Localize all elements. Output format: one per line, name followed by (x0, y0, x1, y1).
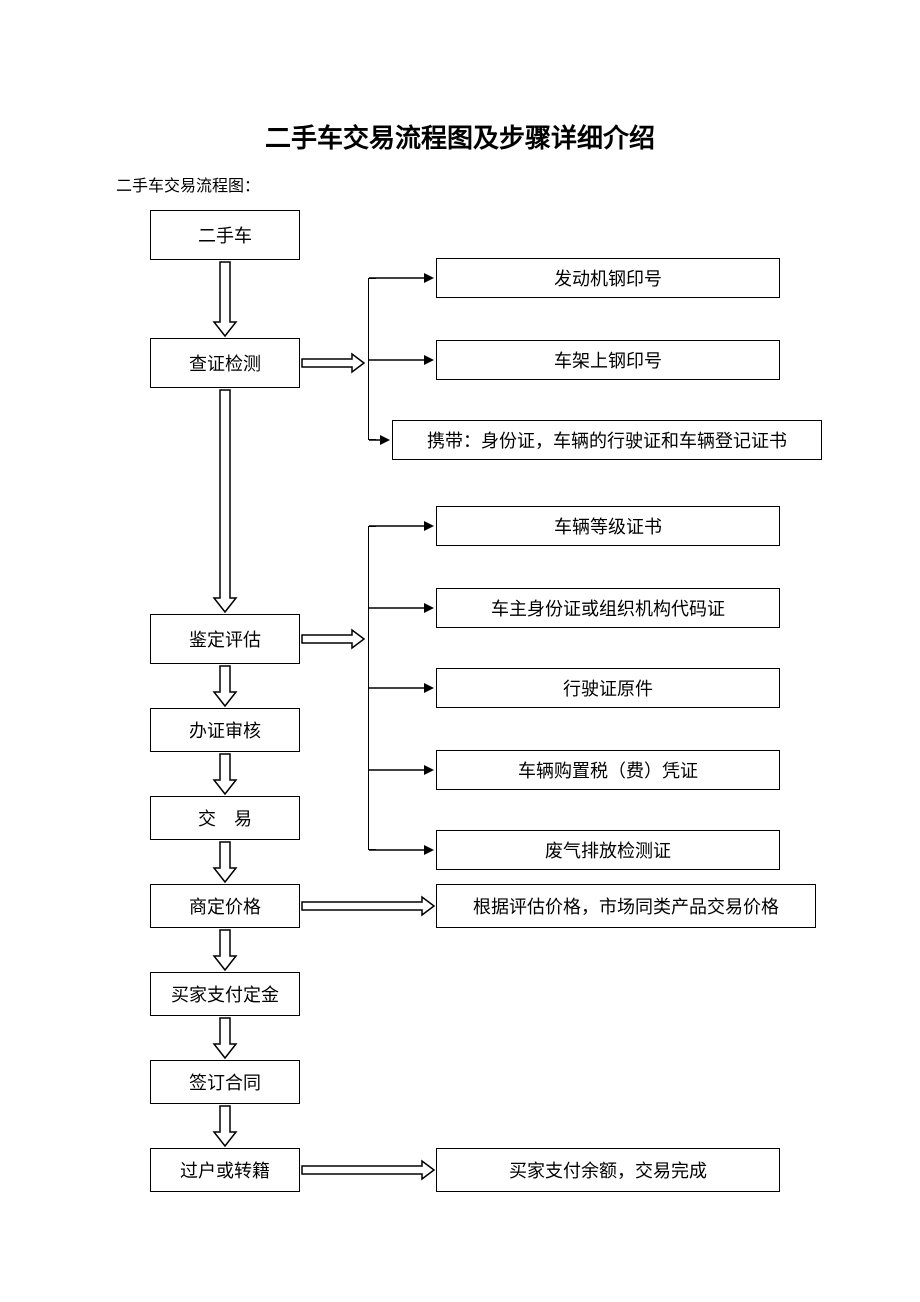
bracket-item-label: 车主身份证或组织机构代码证 (491, 595, 725, 621)
node-label: 过户或转籍 (180, 1157, 270, 1183)
flow-node-n9: 过户或转籍 (150, 1148, 300, 1192)
side-link-label: 根据评估价格，市场同类产品交易价格 (473, 893, 779, 919)
bracket-item-label: 行驶证原件 (563, 675, 653, 701)
bracket-item-label: 车辆购置税（费）凭证 (518, 757, 698, 783)
bracket-item: 车架上钢印号 (436, 340, 780, 380)
flow-node-n1: 二手车 (150, 210, 300, 260)
bracket-item: 车辆购置税（费）凭证 (436, 750, 780, 790)
bracket-item: 行驶证原件 (436, 668, 780, 708)
side-link-box: 根据评估价格，市场同类产品交易价格 (436, 884, 816, 928)
bracket-item-label: 携带：身份证，车辆的行驶证和车辆登记证书 (427, 427, 787, 453)
node-label: 办证审核 (189, 717, 261, 743)
flow-node-n3: 鉴定评估 (150, 614, 300, 664)
node-label: 查证检测 (189, 350, 261, 376)
flow-node-n4: 办证审核 (150, 708, 300, 752)
flow-node-n8: 签订合同 (150, 1060, 300, 1104)
flow-node-n2: 查证检测 (150, 338, 300, 388)
bracket-item: 车辆等级证书 (436, 506, 780, 546)
bracket-item-label: 发动机钢印号 (554, 265, 662, 291)
node-label: 二手车 (198, 222, 252, 248)
side-link-box: 买家支付余额，交易完成 (436, 1148, 780, 1192)
bracket-item-label: 废气排放检测证 (545, 837, 671, 863)
bracket-item: 发动机钢印号 (436, 258, 780, 298)
bracket-item: 携带：身份证，车辆的行驶证和车辆登记证书 (392, 420, 822, 460)
bracket-item-label: 车架上钢印号 (554, 347, 662, 373)
node-label: 买家支付定金 (171, 981, 279, 1007)
flow-node-n5: 交 易 (150, 796, 300, 840)
bracket-item: 废气排放检测证 (436, 830, 780, 870)
bracket-item: 车主身份证或组织机构代码证 (436, 588, 780, 628)
flow-node-n7: 买家支付定金 (150, 972, 300, 1016)
page-title: 二手车交易流程图及步骤详细介绍 (0, 118, 920, 155)
side-link-label: 买家支付余额，交易完成 (509, 1157, 707, 1183)
node-label: 交 易 (198, 805, 252, 831)
flow-node-n6: 商定价格 (150, 884, 300, 928)
node-label: 签订合同 (189, 1069, 261, 1095)
flowchart-canvas: 二手车交易流程图及步骤详细介绍 二手车交易流程图： 二手车查证检测鉴定评估办证审… (0, 0, 920, 1302)
subtitle: 二手车交易流程图： (116, 172, 260, 196)
node-label: 鉴定评估 (189, 626, 261, 652)
bracket-item-label: 车辆等级证书 (554, 513, 662, 539)
node-label: 商定价格 (189, 893, 261, 919)
